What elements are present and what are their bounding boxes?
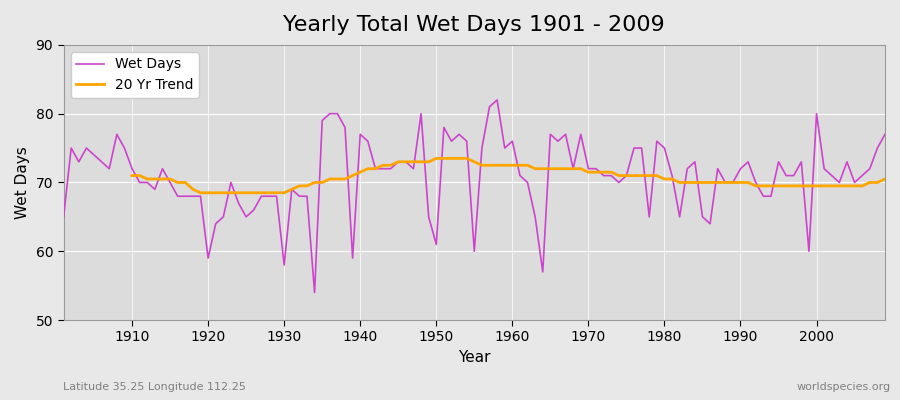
X-axis label: Year: Year — [458, 350, 491, 365]
20 Yr Trend — [431, 156, 442, 161]
20 Yr Trend — [310, 180, 320, 185]
Wet Days — [310, 290, 320, 295]
Wet Days — [286, 187, 297, 192]
20 Yr Trend — [590, 170, 601, 174]
Text: worldspecies.org: worldspecies.org — [796, 382, 891, 392]
20 Yr Trend — [530, 166, 541, 171]
20 Yr Trend — [857, 184, 868, 188]
Wet Days — [879, 132, 890, 137]
20 Yr Trend — [127, 173, 138, 178]
Wet Days — [339, 125, 350, 130]
Wet Days — [614, 180, 625, 185]
Line: Wet Days: Wet Days — [64, 100, 885, 292]
Text: Latitude 35.25 Longitude 112.25: Latitude 35.25 Longitude 112.25 — [63, 382, 246, 392]
Y-axis label: Wet Days: Wet Days — [15, 146, 30, 219]
20 Yr Trend — [195, 190, 206, 195]
Legend: Wet Days, 20 Yr Trend: Wet Days, 20 Yr Trend — [70, 52, 199, 98]
20 Yr Trend — [834, 184, 845, 188]
Wet Days — [522, 180, 533, 185]
20 Yr Trend — [279, 190, 290, 195]
20 Yr Trend — [879, 177, 890, 182]
Title: Yearly Total Wet Days 1901 - 2009: Yearly Total Wet Days 1901 - 2009 — [284, 15, 665, 35]
Line: 20 Yr Trend: 20 Yr Trend — [132, 158, 885, 193]
Wet Days — [515, 173, 526, 178]
Wet Days — [119, 146, 130, 150]
Wet Days — [58, 214, 69, 219]
Wet Days — [491, 98, 502, 102]
